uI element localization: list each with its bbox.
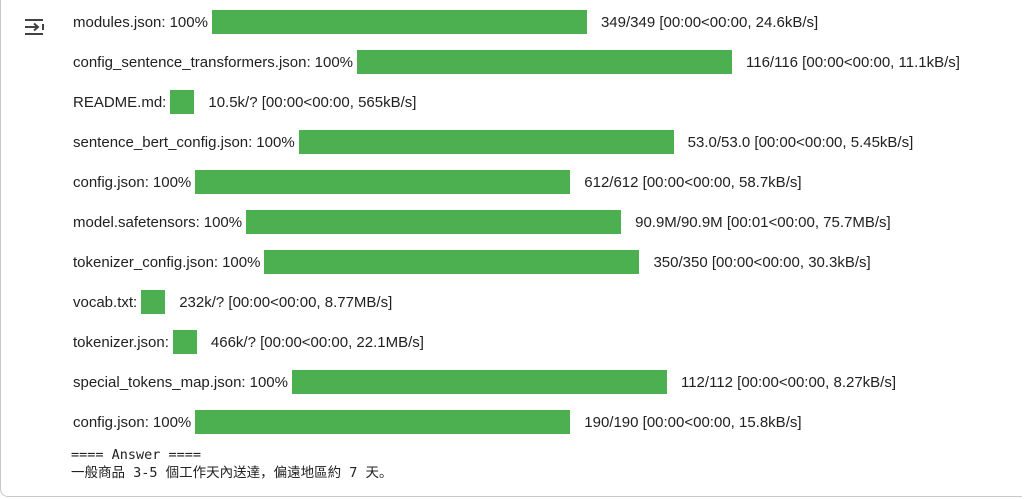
progress-bar: [195, 410, 571, 434]
progress-row: README.md: 10.5k/? [00:00<00:00, 565kB/s…: [73, 89, 416, 115]
progress-stats: 112/112 [00:00<00:00, 8.27kB/s]: [680, 373, 897, 391]
progress-stats: 116/116 [00:00<00:00, 11.1kB/s]: [746, 53, 960, 71]
progress-stats: 53.0/53.0 [00:00<00:00, 5.45kB/s]: [687, 133, 914, 151]
progress-bar-fill: [264, 250, 640, 274]
progress-bar: [211, 10, 587, 34]
file-label: modules.json:: [73, 13, 166, 31]
progress-bar: [246, 210, 622, 234]
percent-text: 100%: [169, 13, 208, 31]
file-label: vocab.txt:: [73, 293, 138, 311]
file-label: config.json:: [73, 413, 149, 431]
progress-stats: 612/612 [00:00<00:00, 58.7kB/s]: [584, 173, 802, 191]
progress-bar-fill: [170, 90, 195, 114]
progress-bar: [291, 370, 667, 394]
percent-text: 100%: [256, 133, 295, 151]
progress-bar-fill: [246, 210, 622, 234]
file-label: config_sentence_transformers.json:: [73, 53, 311, 71]
percent-text: 100%: [249, 373, 288, 391]
progress-bar: [170, 90, 195, 114]
progress-row: config_sentence_transformers.json: 100% …: [73, 49, 960, 75]
progress-stats: 349/349 [00:00<00:00, 24.6kB/s]: [600, 13, 819, 31]
progress-stats: 10.5k/? [00:00<00:00, 565kB/s]: [208, 93, 417, 111]
progress-bar-fill: [357, 50, 733, 74]
progress-stats: 232k/? [00:00<00:00, 8.77MB/s]: [179, 293, 393, 311]
progress-stats: 350/350 [00:00<00:00, 30.3kB/s]: [653, 253, 871, 271]
progress-bar-fill: [195, 170, 571, 194]
progress-row: vocab.txt: 232k/? [00:00<00:00, 8.77MB/s…: [73, 289, 392, 315]
percent-text: 100%: [152, 173, 192, 191]
file-label: model.safetensors:: [73, 213, 200, 231]
progress-stats: 190/190 [00:00<00:00, 15.8kB/s]: [584, 413, 802, 431]
percent-text: 100%: [314, 53, 354, 71]
progress-bar-fill: [298, 130, 674, 154]
progress-bar-fill: [291, 370, 667, 394]
progress-row: config.json: 100% 190/190 [00:00<00:00, …: [73, 409, 802, 435]
file-label: config.json:: [73, 173, 149, 191]
progress-bar: [172, 330, 197, 354]
answer-text: 一般商品 3-5 個工作天內送達，偏遠地區約 7 天。: [71, 465, 393, 481]
progress-row: modules.json: 100% 349/349 [00:00<00:00,…: [73, 9, 818, 35]
file-label: README.md:: [73, 93, 167, 111]
progress-row: config.json: 100% 612/612 [00:00<00:00, …: [73, 169, 802, 195]
file-label: sentence_bert_config.json:: [73, 133, 253, 151]
progress-bar: [195, 170, 571, 194]
output-toggle-icon[interactable]: [23, 17, 49, 37]
percent-text: 100%: [222, 253, 261, 271]
percent-text: 100%: [203, 213, 243, 231]
file-label: tokenizer_config.json:: [73, 253, 219, 271]
progress-bar: [141, 290, 166, 314]
progress-bar: [357, 50, 733, 74]
progress-row: tokenizer.json: 466k/? [00:00<00:00, 22.…: [73, 329, 424, 355]
file-label: tokenizer.json:: [73, 333, 169, 351]
progress-bar-fill: [195, 410, 571, 434]
progress-row: sentence_bert_config.json: 100% 53.0/53.…: [73, 129, 913, 155]
file-label: special_tokens_map.json:: [73, 373, 246, 391]
progress-row: special_tokens_map.json: 100% 112/112 [0…: [73, 369, 896, 395]
answer-output: ==== Answer ==== 一般商品 3-5 個工作天內送達，偏遠地區約 7…: [71, 446, 393, 482]
progress-bar-fill: [141, 290, 166, 314]
progress-bar: [298, 130, 674, 154]
progress-bar: [264, 250, 640, 274]
progress-stats: 466k/? [00:00<00:00, 22.1MB/s]: [210, 333, 424, 351]
percent-text: 100%: [152, 413, 192, 431]
progress-stats: 90.9M/90.9M [00:01<00:00, 75.7MB/s]: [635, 213, 891, 231]
progress-row: tokenizer_config.json: 100% 350/350 [00:…: [73, 249, 871, 275]
progress-bar-fill: [172, 330, 197, 354]
answer-header: ==== Answer ====: [71, 447, 202, 463]
progress-bar-fill: [211, 10, 587, 34]
progress-row: model.safetensors: 100% 90.9M/90.9M [00:…: [73, 209, 891, 235]
